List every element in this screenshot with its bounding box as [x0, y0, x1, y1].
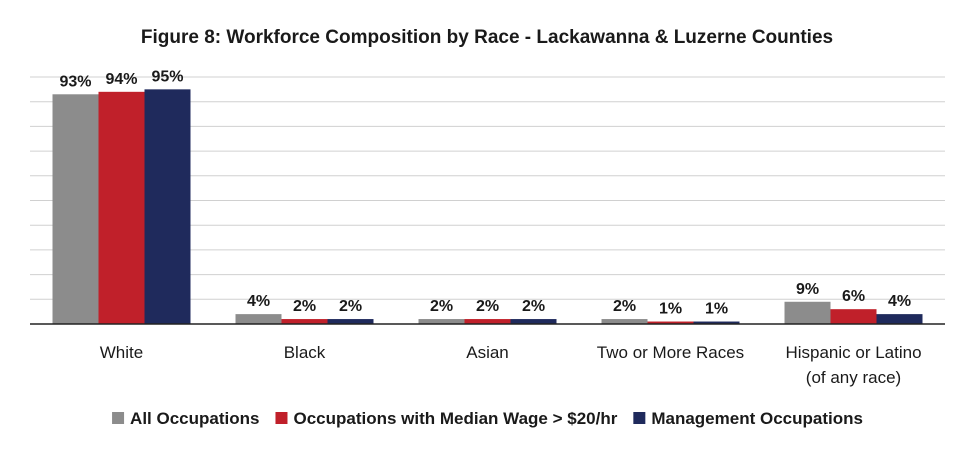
category-label: (of any race) — [806, 368, 901, 387]
data-label: 6% — [842, 288, 865, 305]
bar — [281, 319, 328, 324]
bar — [235, 314, 282, 324]
bar — [830, 309, 877, 324]
category-label: Hispanic or Latino — [785, 343, 921, 362]
bar — [647, 321, 694, 324]
data-label: 1% — [705, 301, 728, 318]
data-label: 2% — [430, 298, 453, 315]
bars — [52, 89, 923, 324]
data-label: 2% — [293, 298, 316, 315]
category-label: Black — [284, 343, 326, 362]
bar — [510, 319, 557, 324]
data-label: 2% — [613, 298, 636, 315]
bar — [418, 319, 465, 324]
chart-title: Figure 8: Workforce Composition by Race … — [141, 27, 833, 48]
legend-swatch — [633, 412, 646, 424]
legend-item: Occupations with Median Wage > $20/hr — [275, 409, 618, 428]
legend: All Occupations Occupations with Median W… — [112, 409, 863, 428]
bar — [784, 301, 831, 324]
bar — [98, 91, 145, 324]
legend-swatch — [112, 412, 125, 424]
bar — [327, 319, 374, 324]
category-label: Asian — [466, 343, 509, 362]
data-label: 4% — [888, 293, 911, 310]
data-label: 9% — [796, 281, 819, 298]
bar — [876, 314, 923, 324]
legend-label: All Occupations — [130, 409, 259, 428]
data-label: 2% — [522, 298, 545, 315]
bar — [601, 319, 648, 324]
category-label: Two or More Races — [597, 343, 744, 362]
data-label: 94% — [105, 71, 137, 88]
data-labels: 93% 94% 95% 4% 2% 2% 2% 2% 2% 2% 1% 1% 9% 6% 4% — [59, 68, 911, 317]
legend-item: All Occupations — [112, 409, 259, 428]
data-label: 4% — [247, 293, 270, 310]
legend-item: Management Occupations — [633, 409, 863, 428]
data-label: 1% — [659, 301, 682, 318]
bar — [464, 319, 511, 324]
data-label: 95% — [151, 68, 183, 85]
bar — [52, 94, 99, 324]
category-labels: White Black Asian Two or More Races Hispanic… — [100, 343, 922, 387]
legend-label: Occupations with Median Wage > $20/hr — [293, 409, 617, 428]
bar — [144, 89, 191, 324]
legend-label: Management Occupations — [651, 409, 863, 428]
bar — [693, 321, 740, 324]
data-label: 2% — [339, 298, 362, 315]
data-label: 2% — [476, 298, 499, 315]
legend-swatch — [275, 412, 288, 424]
category-label: White — [100, 343, 143, 362]
data-label: 93% — [59, 73, 91, 90]
